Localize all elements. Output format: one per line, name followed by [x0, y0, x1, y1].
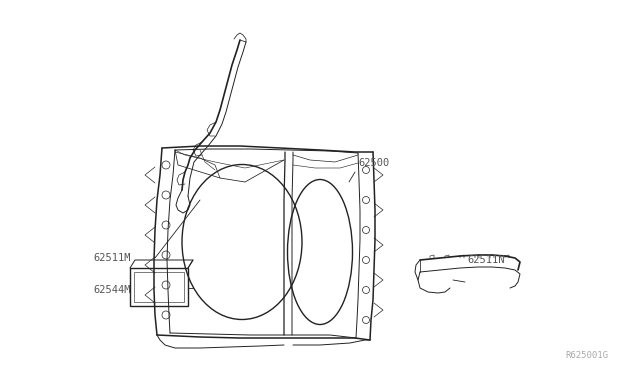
Text: R625001G: R625001G	[565, 350, 608, 359]
Text: 62511M: 62511M	[93, 253, 131, 263]
Text: 62511N: 62511N	[467, 255, 504, 265]
Text: 62544M: 62544M	[93, 285, 131, 295]
Bar	[130, 268, 188, 306]
Bar	[134, 272, 184, 302]
Text: 62500: 62500	[358, 158, 389, 168]
